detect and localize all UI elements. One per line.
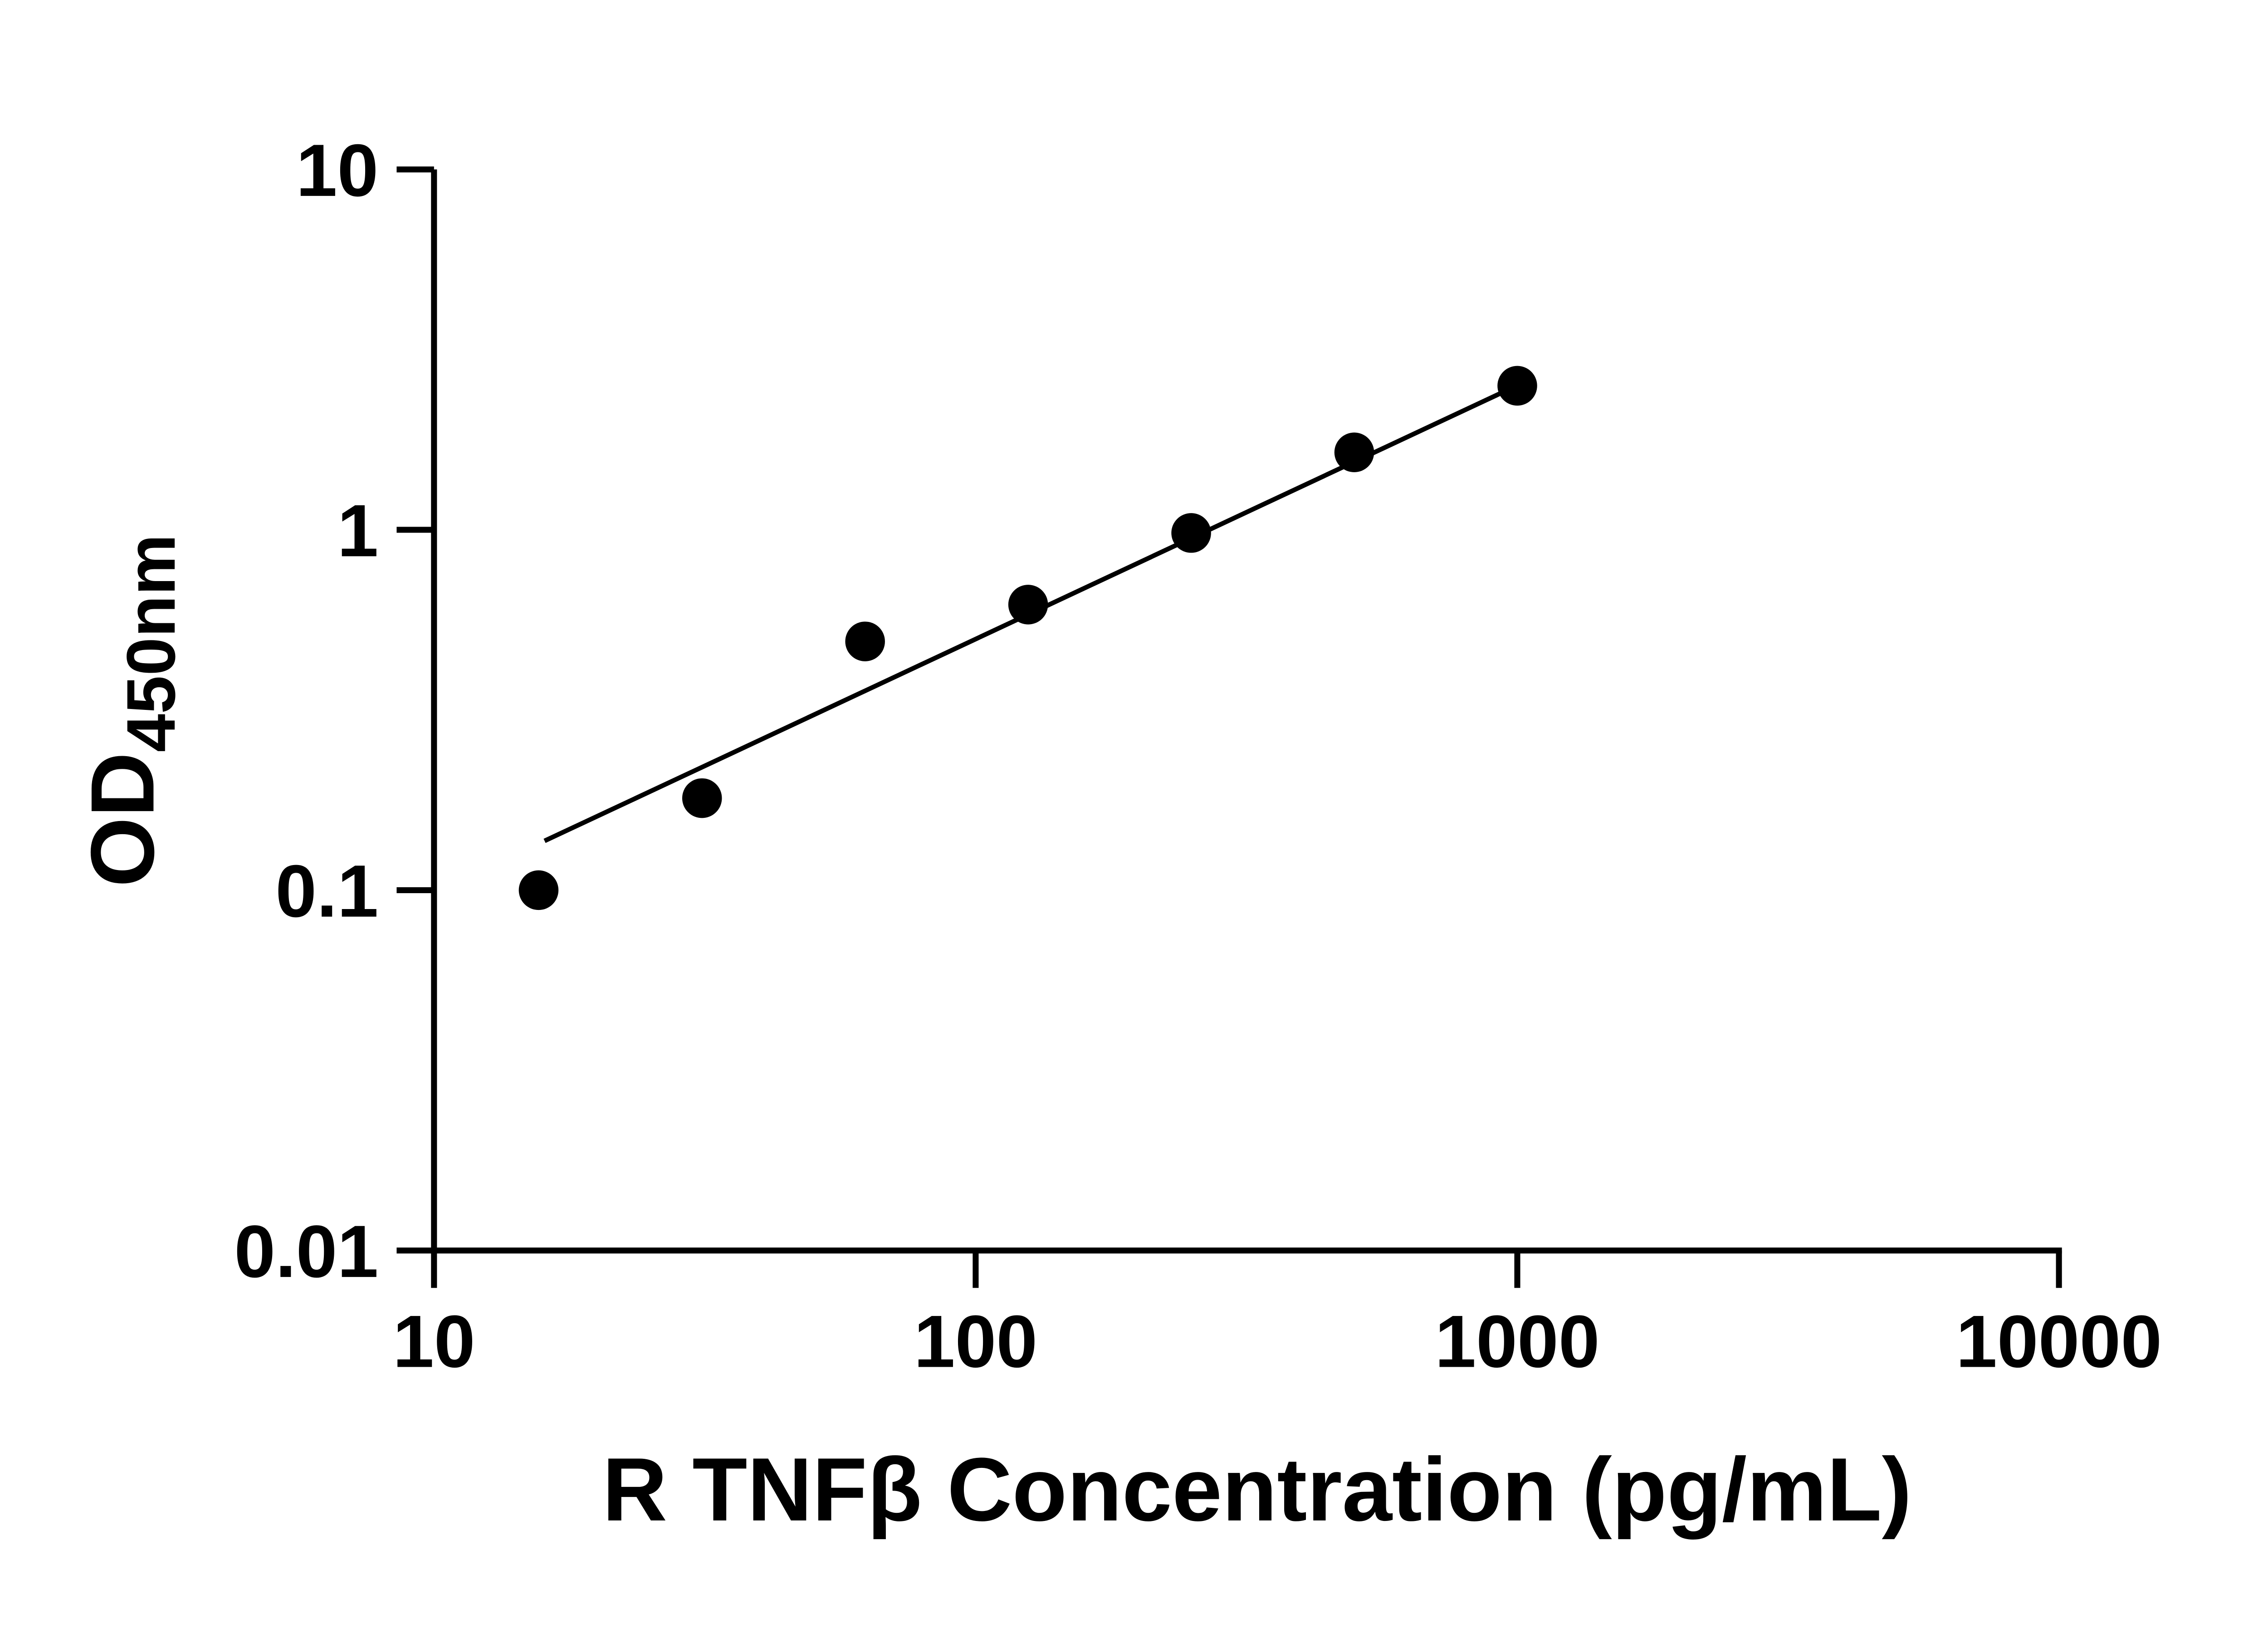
x-axis-tick-label: 10	[393, 1300, 475, 1383]
y-axis-title: OD450nm	[72, 534, 190, 887]
data-point	[1171, 513, 1211, 553]
y-axis-tick-label: 0.01	[234, 1210, 378, 1293]
x-axis-tick-label: 100	[914, 1300, 1038, 1383]
x-axis-title: R TNFβ Concentration (pg/mL)	[602, 1439, 1912, 1540]
x-axis-tick-label: 1000	[1435, 1300, 1599, 1383]
data-point	[1497, 366, 1537, 406]
data-point	[518, 870, 559, 910]
y-axis-title-main: OD	[72, 752, 173, 887]
data-point	[1334, 432, 1374, 473]
plot-area: 10 100 1000 10000 10 1 0.1 0.01	[234, 129, 2162, 1383]
y-axis-tick-label: 10	[296, 129, 379, 212]
y-axis-tick-label: 1	[337, 489, 378, 572]
x-axis-tick-label: 10000	[1956, 1300, 2162, 1383]
y-axis-title-sub: 450nm	[113, 534, 190, 753]
data-point	[845, 621, 885, 661]
data-point	[682, 778, 722, 818]
data-point	[1008, 585, 1048, 625]
y-axis-tick-label: 0.1	[275, 850, 378, 933]
